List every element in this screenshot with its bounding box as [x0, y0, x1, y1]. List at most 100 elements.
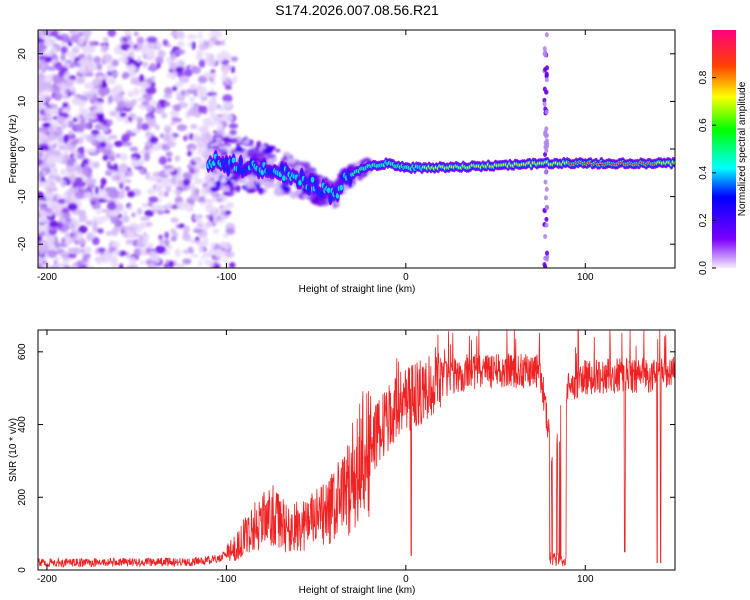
noise-blob — [80, 117, 86, 126]
noise-blob — [169, 61, 177, 71]
noise-blob — [178, 223, 186, 228]
noise-blob — [156, 102, 162, 110]
noise-blob — [195, 160, 204, 167]
noise-blob — [285, 151, 291, 159]
noise-blob — [111, 227, 119, 237]
bottom-y-axis-label: SNR (10 * v/v) — [8, 418, 19, 482]
noise-blob — [68, 247, 79, 255]
noise-blob — [52, 103, 58, 109]
noise-blob — [92, 87, 99, 94]
noise-blob — [96, 105, 104, 114]
streak-blob — [543, 233, 548, 239]
noise-blob — [123, 225, 131, 231]
bottom-x-ticks: -200 -100 0 100 — [37, 330, 594, 585]
chart-title: S174.2026.007.08.56.R21 — [275, 2, 439, 18]
noise-blob — [228, 262, 236, 268]
noise-blob — [159, 180, 168, 189]
bottom-x-tick-label: 100 — [577, 574, 594, 585]
noise-blob — [103, 193, 109, 200]
noise-blob — [189, 33, 194, 38]
noise-blob — [76, 260, 84, 267]
noise-blob — [124, 115, 129, 125]
noise-blob — [62, 212, 71, 219]
noise-blob — [182, 225, 190, 234]
noise-blob — [190, 204, 194, 211]
noise-blob — [129, 222, 138, 228]
top-y-tick-label: -10 — [17, 189, 28, 204]
noise-blob — [54, 93, 62, 101]
noise-blob — [69, 174, 76, 184]
streak-blob — [543, 195, 548, 201]
noise-blob — [164, 231, 170, 239]
noise-blob — [190, 123, 198, 130]
top-x-tick-label: 0 — [403, 272, 409, 283]
noise-blob — [224, 259, 229, 264]
noise-blob — [47, 125, 55, 135]
ridge-cell — [310, 176, 315, 183]
noise-blob — [38, 197, 43, 207]
noise-blob — [38, 243, 47, 251]
noise-blob — [156, 62, 161, 69]
noise-blob — [77, 31, 84, 37]
noise-blob — [38, 104, 47, 111]
noise-blob — [70, 140, 78, 146]
noise-blob — [58, 144, 68, 151]
noise-blob — [128, 205, 134, 211]
noise-blob — [170, 217, 179, 223]
noise-blob — [154, 124, 161, 131]
noise-blob — [72, 117, 79, 123]
noise-blob — [76, 137, 84, 145]
noise-blob — [156, 204, 164, 210]
noise-blob — [220, 185, 230, 192]
noise-blob — [193, 172, 199, 180]
noise-blob — [306, 166, 314, 175]
noise-blob — [125, 35, 132, 41]
noise-blob — [106, 70, 114, 77]
noise-blob — [83, 123, 91, 129]
noise-blob — [96, 255, 102, 265]
noise-blob — [189, 238, 196, 244]
noise-blob — [99, 184, 105, 190]
noise-blob — [64, 238, 71, 247]
noise-blob — [196, 178, 204, 185]
noise-blob — [110, 259, 119, 268]
noise-blob — [119, 112, 127, 118]
noise-blob — [145, 259, 154, 265]
noise-blob — [106, 202, 117, 211]
noise-blob — [169, 134, 175, 142]
noise-blob — [51, 201, 62, 210]
noise-blob — [63, 265, 71, 268]
noise-blob — [80, 146, 85, 155]
noise-blob — [147, 201, 154, 207]
noise-blob — [212, 95, 218, 99]
top-y-tick-label: 0 — [17, 146, 28, 152]
noise-blob — [166, 72, 175, 78]
bottom-x-tick-label: 0 — [403, 574, 409, 585]
noise-blob — [193, 133, 199, 139]
bottom-x-tick-label: -200 — [37, 574, 57, 585]
noise-blob — [95, 209, 102, 215]
noise-blob — [113, 46, 122, 55]
noise-blob — [212, 228, 219, 235]
streak-blob — [544, 126, 549, 132]
noise-blob — [298, 161, 304, 166]
noise-blob — [38, 138, 43, 145]
noise-blob — [176, 263, 185, 268]
noise-blob — [215, 137, 222, 142]
noise-blobs — [38, 30, 373, 268]
noise-blob — [38, 41, 45, 50]
noise-blob — [245, 137, 250, 145]
noise-blob — [75, 113, 81, 119]
noise-blob — [91, 236, 100, 246]
noise-blob — [158, 234, 163, 240]
noise-blob — [39, 108, 45, 116]
noise-blob — [229, 182, 234, 189]
noise-blob — [42, 52, 54, 57]
noise-blob — [193, 228, 203, 234]
noise-blob — [38, 30, 41, 38]
noise-blob — [200, 99, 206, 104]
noise-blob — [99, 258, 110, 264]
noise-blob — [198, 104, 204, 114]
top-x-tick-label: -100 — [216, 272, 236, 283]
streak-blob — [544, 77, 549, 83]
